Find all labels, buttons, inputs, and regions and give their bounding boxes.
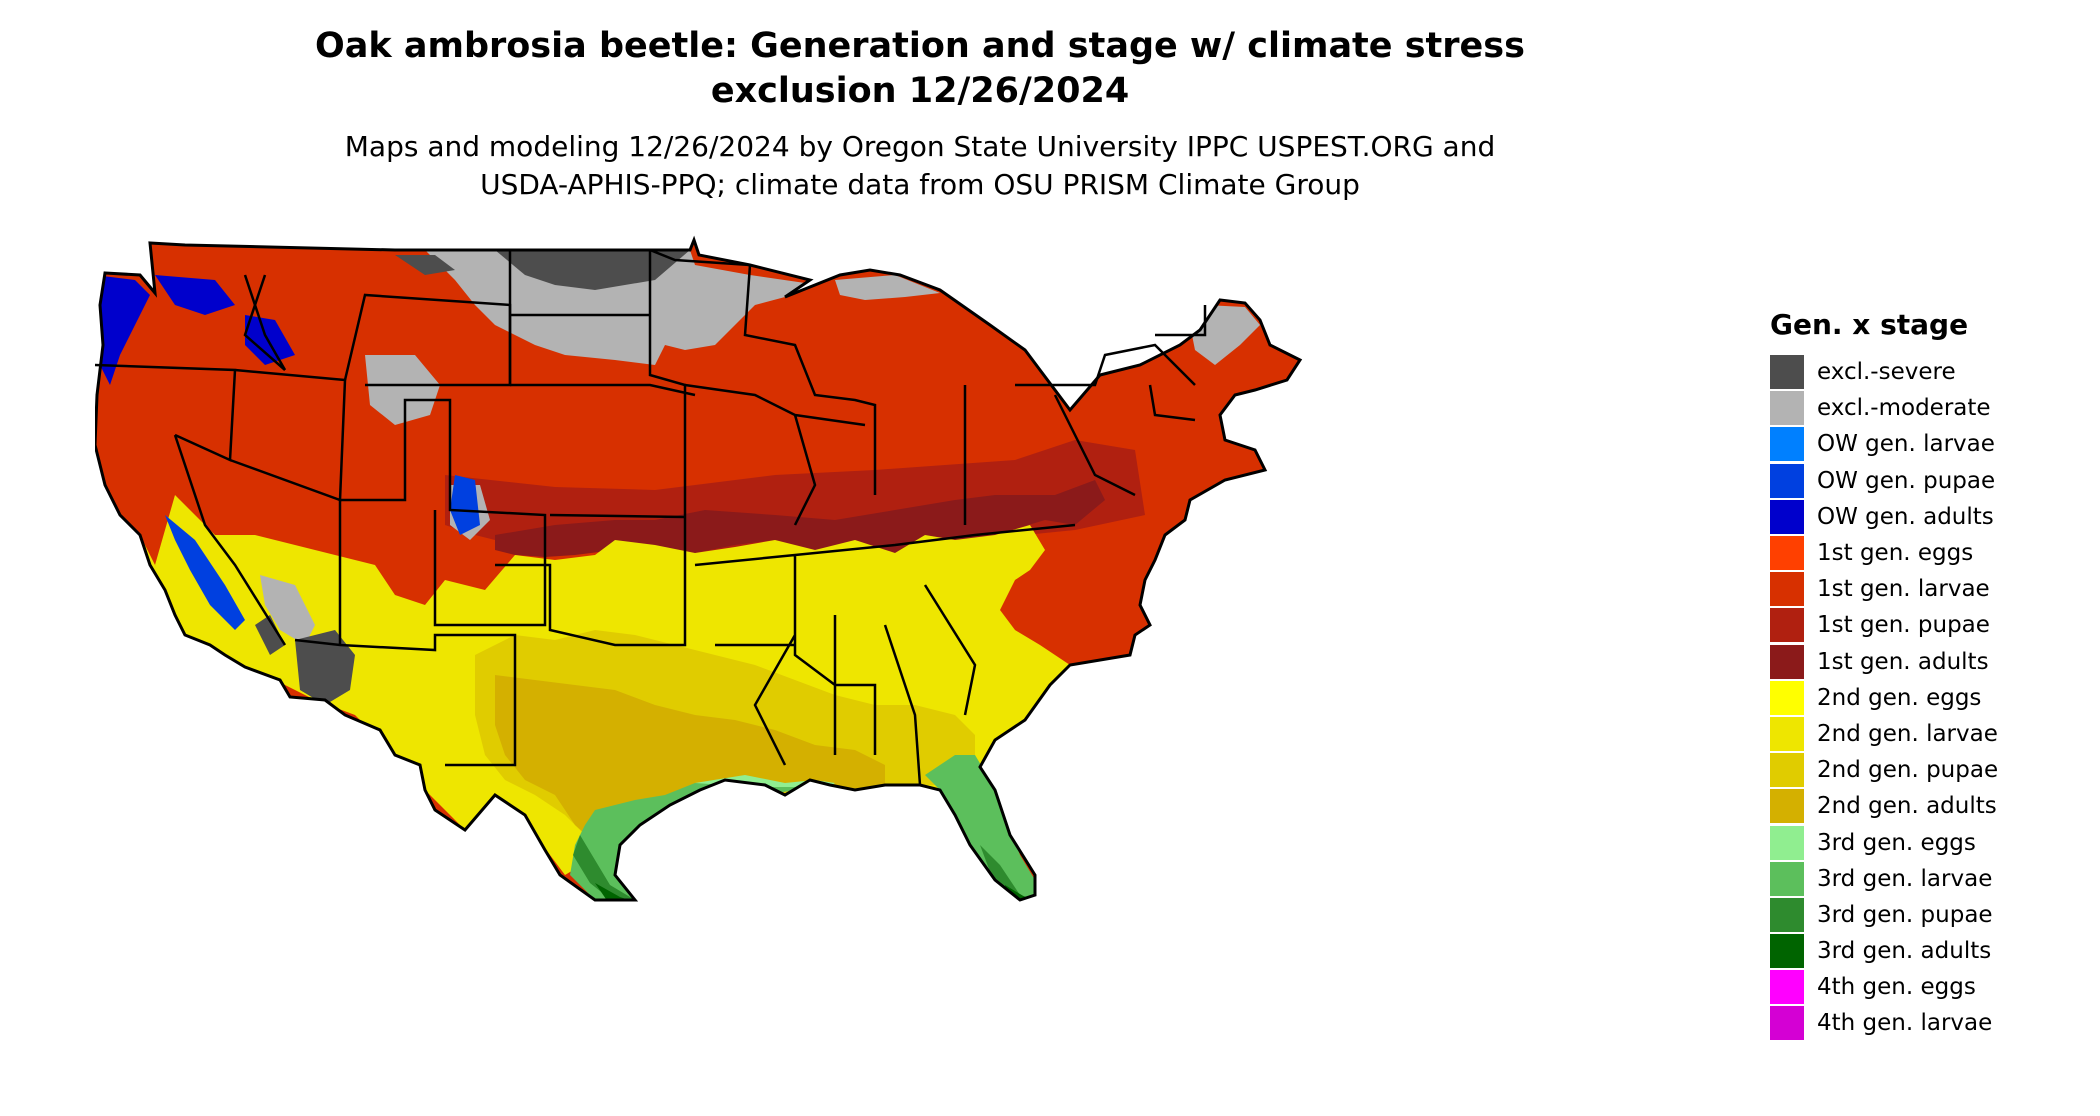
map-title-line-1: Oak ambrosia beetle: Generation and stag… bbox=[315, 26, 1525, 66]
legend-label: 2nd gen. adults bbox=[1817, 793, 1997, 820]
legend-label: 3rd gen. pupae bbox=[1817, 901, 1993, 928]
legend-swatch bbox=[1770, 716, 1804, 751]
region-excl-severe-north bbox=[395, 250, 690, 290]
map-subtitle-line-2: USDA-APHIS-PPQ; climate data from OSU PR… bbox=[480, 168, 1360, 201]
map-title-line-2: exclusion 12/26/2024 bbox=[710, 71, 1130, 111]
region-2nd-gen-adults bbox=[495, 675, 885, 847]
border-plains bbox=[495, 250, 696, 647]
legend-label: OW gen. adults bbox=[1817, 503, 1994, 530]
legend-item: 1st gen. pupae bbox=[1770, 607, 2080, 643]
region-3rd-gen-larvae-florida bbox=[925, 755, 1035, 900]
legend-label: 2nd gen. pupae bbox=[1817, 757, 1999, 784]
region-3rd-gen-pupae bbox=[573, 835, 1035, 900]
map-subtitle: Maps and modeling 12/26/2024 by Oregon S… bbox=[180, 128, 1660, 204]
legend-items: excl.-severe excl.-moderate OW gen. larvae… bbox=[1770, 354, 2080, 1042]
us-map bbox=[95, 235, 1303, 902]
legend-item: 3rd gen. larvae bbox=[1770, 861, 2080, 897]
map-subtitle-line-1: Maps and modeling 12/26/2024 by Oregon S… bbox=[344, 130, 1496, 163]
legend-item: 2nd gen. larvae bbox=[1770, 716, 2080, 752]
region-ow-gen-adults-northwest bbox=[95, 275, 295, 385]
us-outline bbox=[95, 235, 1303, 902]
legend-label: 1st gen. adults bbox=[1817, 648, 1989, 675]
legend-swatch bbox=[1770, 680, 1804, 715]
legend-swatch bbox=[1770, 897, 1804, 932]
legend-label: 1st gen. pupae bbox=[1817, 612, 1990, 639]
legend-item: 2nd gen. eggs bbox=[1770, 680, 2080, 716]
region-3rd-gen-adults bbox=[595, 883, 1030, 900]
legend-item: 4th gen. eggs bbox=[1770, 969, 2080, 1005]
legend-swatch bbox=[1770, 825, 1804, 860]
legend-item: 1st gen. adults bbox=[1770, 644, 2080, 680]
generation-stage-regions bbox=[95, 240, 1300, 900]
region-excl-moderate-rockies bbox=[260, 355, 490, 645]
state-borders bbox=[95, 248, 1207, 786]
legend-swatch bbox=[1770, 789, 1804, 824]
legend-swatch bbox=[1770, 608, 1804, 643]
legend-label: 3rd gen. adults bbox=[1817, 938, 1992, 965]
border-az-nm bbox=[294, 500, 517, 767]
legend-item: 3rd gen. eggs bbox=[1770, 824, 2080, 860]
legend-item: excl.-severe bbox=[1770, 354, 2080, 390]
legend-swatch bbox=[1770, 355, 1804, 390]
legend-title: Gen. x stage bbox=[1770, 308, 1969, 341]
legend-label: 4th gen. eggs bbox=[1817, 974, 1976, 1001]
legend-label: OW gen. pupae bbox=[1817, 467, 1996, 494]
legend-item: 2nd gen. pupae bbox=[1770, 752, 2080, 788]
legend-label: 2nd gen. larvae bbox=[1817, 720, 1998, 747]
border-midwest bbox=[649, 248, 877, 526]
region-excl-moderate-north bbox=[425, 250, 805, 365]
legend-swatch bbox=[1770, 644, 1804, 679]
legend-swatch bbox=[1770, 536, 1804, 571]
legend-label: 3rd gen. eggs bbox=[1817, 829, 1976, 856]
legend-swatch bbox=[1770, 463, 1804, 498]
legend-label: 4th gen. larvae bbox=[1817, 1010, 1993, 1037]
legend-label: excl.-moderate bbox=[1817, 395, 1991, 422]
legend-swatch bbox=[1770, 391, 1804, 426]
legend-label: 3rd gen. larvae bbox=[1817, 865, 1993, 892]
legend-label: 1st gen. larvae bbox=[1817, 576, 1990, 603]
legend-item: OW gen. adults bbox=[1770, 499, 2080, 535]
region-excl-moderate-michigan-up bbox=[835, 275, 940, 300]
legend-label: OW gen. larvae bbox=[1817, 431, 1995, 458]
legend-swatch bbox=[1770, 934, 1804, 969]
legend-swatch bbox=[1770, 572, 1804, 607]
legend-item: 1st gen. eggs bbox=[1770, 535, 2080, 571]
legend-swatch bbox=[1770, 753, 1804, 788]
legend-item: excl.-moderate bbox=[1770, 390, 2080, 426]
legend-swatch bbox=[1770, 861, 1804, 896]
region-3rd-gen-larvae bbox=[570, 780, 835, 900]
legend-item: OW gen. larvae bbox=[1770, 426, 2080, 462]
legend-item: 3rd gen. pupae bbox=[1770, 897, 2080, 933]
border-southeast bbox=[694, 523, 1076, 786]
border-northeast bbox=[963, 305, 1207, 525]
legend-item: OW gen. pupae bbox=[1770, 463, 2080, 499]
legend-label: excl.-severe bbox=[1817, 359, 1956, 386]
legend-swatch bbox=[1770, 499, 1804, 534]
legend-swatch bbox=[1770, 427, 1804, 462]
legend-item: 3rd gen. adults bbox=[1770, 933, 2080, 969]
legend-item: 1st gen. larvae bbox=[1770, 571, 2080, 607]
legend-swatch bbox=[1770, 1006, 1804, 1041]
legend-label: 2nd gen. eggs bbox=[1817, 684, 1982, 711]
legend: Gen. x stage excl.-severe excl.-moderate O… bbox=[1770, 308, 2080, 1042]
legend-swatch bbox=[1770, 970, 1804, 1005]
map-title: Oak ambrosia beetle: Generation and stag… bbox=[180, 24, 1660, 114]
legend-item: 2nd gen. adults bbox=[1770, 788, 2080, 824]
legend-item: 4th gen. larvae bbox=[1770, 1005, 2080, 1041]
border-or-ca-nv-id bbox=[95, 274, 347, 646]
legend-label: 1st gen. eggs bbox=[1817, 540, 1974, 567]
